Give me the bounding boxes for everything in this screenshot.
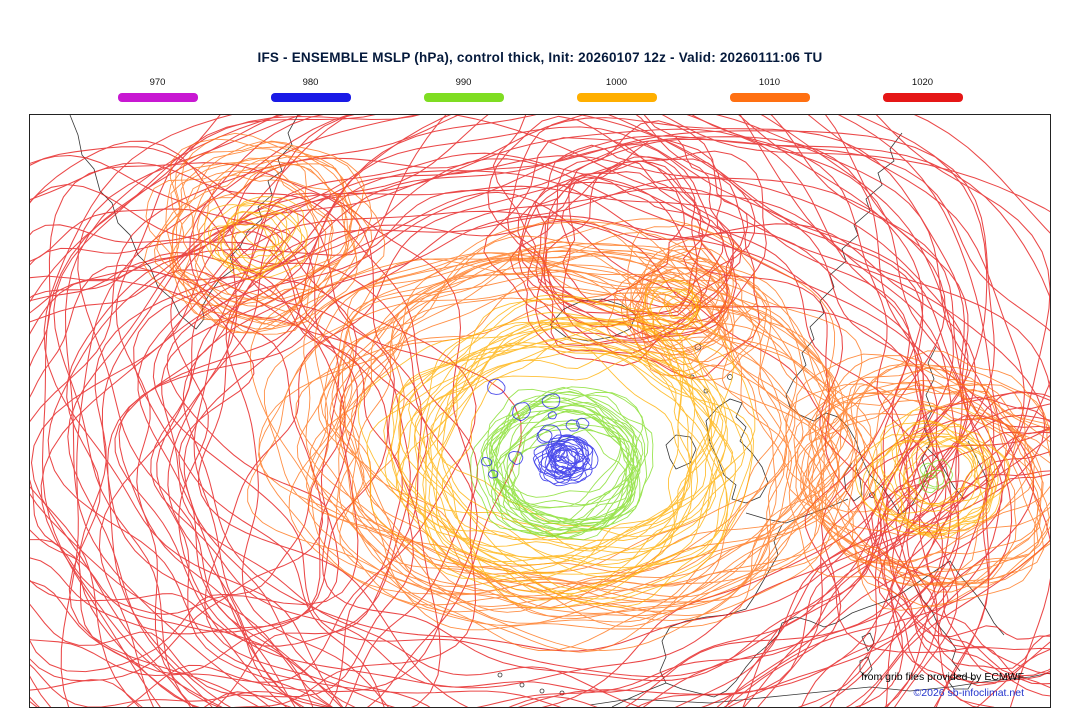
legend-label: 980	[302, 77, 319, 88]
legend-label: 970	[149, 77, 166, 88]
isobar-level-1010	[142, 132, 1050, 653]
legend-label: 1020	[911, 77, 934, 88]
isobar-level-1000	[203, 196, 1011, 610]
legend-label: 1000	[605, 77, 628, 88]
isobar-level-990	[470, 386, 953, 541]
legend-swatch	[576, 93, 657, 102]
credit-copyright: ©2026 sb-infoclimat.net	[913, 687, 1024, 699]
pressure-legend: 970 980 990 1000 1010 1020	[117, 77, 963, 102]
isobar-level-980	[480, 378, 599, 487]
legend-item-1020: 1020	[882, 77, 963, 102]
legend-swatch	[270, 93, 351, 102]
legend-swatch	[729, 93, 810, 102]
chart-title: IFS - ENSEMBLE MSLP (hPa), control thick…	[257, 50, 823, 65]
legend-label: 1010	[758, 77, 781, 88]
legend-item-990: 990	[423, 77, 504, 102]
ensemble-spaghetti-map	[30, 115, 1050, 707]
legend-item-1010: 1010	[729, 77, 810, 102]
legend-swatch	[117, 93, 198, 102]
legend-label: 990	[455, 77, 472, 88]
legend-item-1000: 1000	[576, 77, 657, 102]
map-area: from grib files provided by ECMWF ©2026 …	[29, 114, 1051, 708]
legend-swatch	[423, 93, 504, 102]
legend-item-980: 980	[270, 77, 351, 102]
legend-item-970: 970	[117, 77, 198, 102]
credit-ecmwf: from grib files provided by ECMWF	[861, 671, 1024, 683]
legend-swatch	[882, 93, 963, 102]
